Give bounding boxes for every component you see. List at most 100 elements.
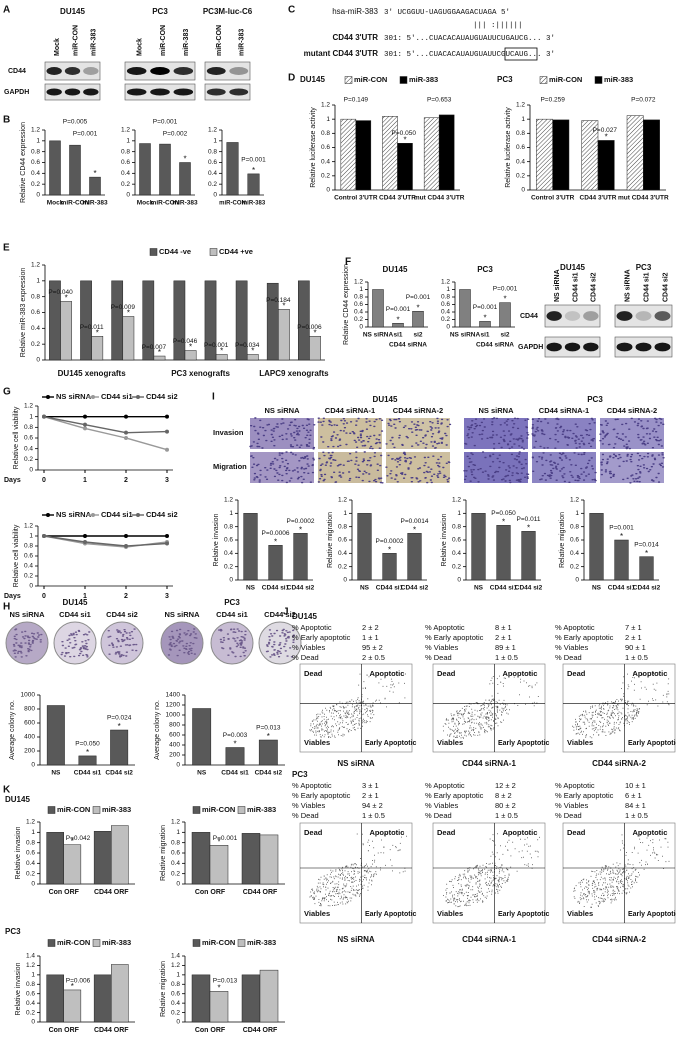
y-axis-label: Relative migration — [160, 825, 167, 881]
cell-texture — [385, 451, 451, 484]
y-tick-label: 1.2 — [31, 262, 40, 269]
y-tick-label: 0.4 — [321, 158, 330, 165]
panel-label: H — [3, 602, 10, 613]
bar — [412, 311, 424, 328]
panel-label: I — [212, 392, 215, 403]
significance-marker: * — [86, 748, 89, 757]
stat-name: % Apoptotic — [425, 781, 465, 790]
y-tick-label: 1 — [31, 972, 35, 979]
p-value: P=0.046 — [173, 338, 198, 345]
x-tick-label: NS — [592, 585, 602, 592]
x-tick-label: Con ORF — [195, 1027, 226, 1034]
bar — [46, 705, 65, 766]
legend-swatch — [344, 76, 353, 84]
y-tick-label: 0.4 — [26, 860, 35, 867]
y-tick-label: 0 — [457, 577, 461, 584]
significance-marker: * — [299, 525, 302, 534]
point — [165, 429, 169, 434]
x-tick-label: NS siRNA — [450, 332, 481, 339]
line — [43, 535, 168, 547]
p-value: P=0.001 — [386, 306, 411, 313]
blot-band — [229, 88, 249, 96]
y-tick-label: 0.8 — [338, 523, 347, 530]
legend-swatch — [209, 248, 218, 256]
blot-frame — [204, 83, 251, 101]
legend-swatch — [136, 513, 140, 517]
x-tick-label: Mock — [137, 200, 154, 207]
significance-marker: * — [527, 523, 530, 532]
quadrant-label: Dead — [437, 669, 456, 678]
y-tick-label: 0 — [126, 192, 130, 199]
bar — [438, 114, 455, 191]
image-column-label: NS siRNA — [264, 406, 300, 415]
stat-name: % Dead — [292, 653, 319, 662]
y-tick-label: 0.4 — [338, 550, 347, 557]
y-tick-label: 0.6 — [570, 537, 579, 544]
bar — [184, 350, 197, 361]
stat-value: 1 ± 0.5 — [495, 811, 518, 820]
quadrant-label: Apoptotic — [369, 828, 404, 837]
p-value: P=0.0002 — [286, 518, 314, 525]
quadrant-label: Early Apoptotic — [628, 911, 676, 918]
stat-value: 84 ± 1 — [625, 801, 646, 810]
bar — [589, 513, 604, 581]
y-tick-label: 0 — [176, 762, 180, 769]
bar — [89, 176, 101, 196]
lane-label: miR-CON — [160, 25, 167, 56]
quadrant-label: Viables — [437, 738, 463, 747]
point — [165, 534, 169, 538]
x-tick-label: 2 — [124, 477, 128, 484]
y-tick-label: 0.6 — [171, 990, 180, 997]
y-axis-label: Relative migration — [327, 512, 334, 568]
p-value: P=0.001 — [609, 525, 634, 532]
flow-plot — [299, 663, 413, 753]
stat-value: 3 ± 1 — [362, 781, 379, 790]
blot-band — [173, 67, 194, 75]
lane-label: miR-383 — [183, 29, 190, 56]
y-tick-label: 200 — [169, 752, 180, 759]
significance-marker: * — [233, 740, 236, 749]
y-tick-label: 0.2 — [24, 573, 33, 580]
dish — [100, 621, 144, 665]
p-value: P=0.014 — [634, 541, 659, 548]
stat-value: 2 ± 2 — [362, 623, 379, 632]
bar — [63, 989, 82, 1023]
bar — [499, 302, 511, 328]
bar — [340, 118, 357, 191]
bar — [235, 280, 248, 361]
y-tick-label: 1.2 — [208, 127, 217, 134]
legend-swatch — [46, 513, 50, 517]
x-tick-label: NS siRNA — [363, 332, 394, 339]
legend-label: miR-CON — [549, 75, 582, 84]
line — [43, 415, 168, 451]
significance-marker: * — [158, 348, 161, 357]
line — [43, 415, 168, 434]
bar — [111, 280, 124, 361]
blot-header: DU145 — [60, 7, 85, 16]
stat-name: % Viables — [425, 801, 458, 810]
stat-value: 8 ± 1 — [495, 623, 512, 632]
y-tick-label: 0.6 — [516, 144, 525, 151]
y-tick-label: 0.6 — [31, 309, 40, 316]
p-value: P=0.001 — [241, 157, 266, 164]
dish — [53, 621, 97, 665]
p-value: P=0.072 — [631, 97, 656, 104]
chart-title: PC3 — [5, 927, 21, 936]
x-tick-label: CD44 ORF — [94, 1027, 129, 1034]
significance-marker: * — [118, 722, 121, 731]
x-tick-label: CD44 si1 — [74, 770, 102, 777]
panel-label: E — [3, 243, 10, 254]
stat-value: 12 ± 2 — [495, 781, 516, 790]
quadrant-label: Apoptotic — [502, 669, 537, 678]
lane-label: miR-383 — [239, 29, 246, 56]
legend-swatch — [91, 395, 95, 399]
image-column-label: CD44 siRNA-1 — [539, 406, 589, 415]
bar — [309, 336, 321, 361]
y-tick-label: 0.6 — [321, 144, 330, 151]
p-value: P=0.001 — [493, 285, 518, 292]
bar — [521, 531, 536, 581]
bar — [111, 964, 129, 1023]
p-value: P=0.001 — [406, 294, 431, 301]
stat-value: 2 ± 0.5 — [362, 653, 385, 662]
